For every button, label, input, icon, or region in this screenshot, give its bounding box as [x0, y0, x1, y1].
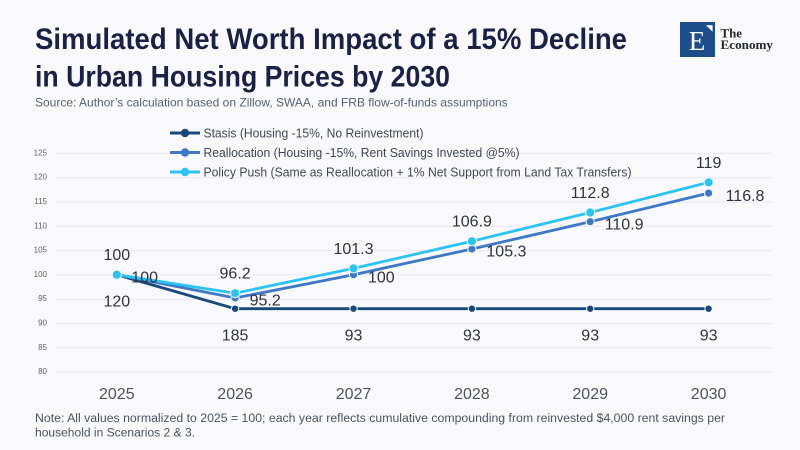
svg-text:Economy: Economy: [721, 38, 774, 52]
svg-text:93: 93: [700, 327, 718, 344]
svg-text:95: 95: [38, 294, 47, 303]
svg-text:100: 100: [103, 247, 130, 264]
svg-text:90: 90: [38, 319, 47, 328]
svg-text:2026: 2026: [217, 386, 253, 403]
svg-text:Reallocation (Housing -15%, Re: Reallocation (Housing -15%, Rent Savings…: [204, 146, 520, 160]
svg-text:120: 120: [34, 173, 48, 182]
svg-text:93: 93: [463, 327, 481, 344]
svg-text:95.2: 95.2: [250, 293, 281, 310]
svg-text:96.2: 96.2: [220, 266, 251, 283]
svg-text:2027: 2027: [336, 386, 372, 403]
svg-text:2030: 2030: [691, 386, 727, 403]
svg-text:85: 85: [38, 343, 47, 352]
svg-text:The: The: [721, 27, 743, 41]
svg-text:2028: 2028: [454, 386, 490, 403]
svg-text:Policy Push (Same as Reallocat: Policy Push (Same as Reallocation + 1% N…: [204, 165, 632, 179]
svg-text:185: 185: [222, 327, 249, 344]
svg-text:110.9: 110.9: [605, 216, 644, 233]
svg-text:100: 100: [368, 269, 395, 286]
svg-text:2029: 2029: [572, 386, 608, 403]
svg-text:125: 125: [34, 148, 48, 157]
svg-text:101.3: 101.3: [333, 241, 373, 258]
svg-text:105.3: 105.3: [486, 244, 526, 261]
svg-text:Source: Author’s calculation b: Source: Author’s calculation based on Zi…: [35, 96, 508, 110]
svg-text:100: 100: [131, 269, 158, 286]
svg-text:E: E: [689, 26, 706, 56]
svg-text:116.8: 116.8: [726, 188, 765, 205]
svg-text:80: 80: [38, 367, 47, 376]
svg-text:93: 93: [581, 327, 599, 344]
svg-text:in Urban Housing Prices by 203: in Urban Housing Prices by 2030: [35, 61, 450, 94]
svg-text:Stasis (Housing -15%, No Reinv: Stasis (Housing -15%, No Reinvestment): [204, 126, 424, 140]
svg-text:2025: 2025: [99, 386, 135, 403]
svg-text:110: 110: [34, 221, 47, 230]
svg-text:household in Scenarios 2 & 3.: household in Scenarios 2 & 3.: [35, 428, 195, 440]
svg-text:112.8: 112.8: [571, 185, 610, 202]
svg-text:Note: All values normalized to: Note: All values normalized to 2025 = 10…: [35, 413, 725, 425]
svg-text:Simulated Net Worth Impact of: Simulated Net Worth Impact of a 15% Decl…: [35, 23, 627, 56]
svg-text:120: 120: [103, 293, 130, 310]
svg-text:115: 115: [34, 197, 47, 206]
svg-text:100: 100: [34, 270, 48, 279]
svg-text:119: 119: [696, 155, 722, 172]
svg-text:106.9: 106.9: [452, 214, 492, 231]
svg-text:105: 105: [34, 246, 48, 255]
svg-text:93: 93: [345, 327, 363, 344]
